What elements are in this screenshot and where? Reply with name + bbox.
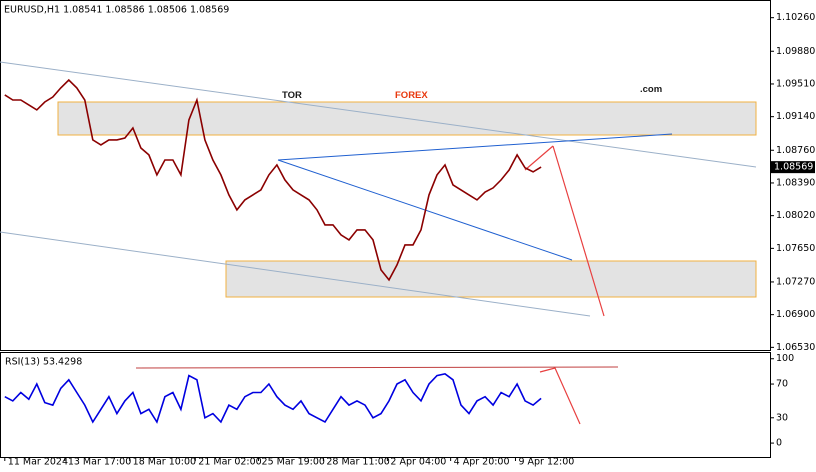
logo-part: FOREX	[395, 90, 428, 101]
x-tick-label: 9 Apr 12:00	[518, 457, 574, 468]
logo-part: .com	[640, 84, 662, 95]
logo-part: TOR	[282, 90, 302, 101]
y-tick-label: 70	[776, 379, 788, 390]
y-tick-label: 1.10260	[776, 12, 815, 23]
price-frame	[0, 0, 771, 351]
x-tick-label: 18 Mar 10:00	[133, 457, 196, 468]
price-tag: 1.08569	[774, 162, 813, 173]
y-tick-label: 30	[776, 412, 788, 423]
y-tick-label: 1.07270	[776, 276, 815, 287]
rsi-frame	[0, 352, 771, 458]
y-tick-label: 1.08760	[776, 145, 815, 156]
channel-line	[0, 231, 591, 317]
x-tick-label: 4 Apr 20:00	[454, 457, 510, 468]
price-tag-bg	[771, 161, 815, 174]
forecast-arrow	[539, 367, 581, 425]
support-zone	[225, 260, 757, 298]
x-tick-label: 11 Mar 2024	[8, 457, 68, 468]
y-tick-label: 1.08020	[776, 210, 815, 221]
data-line	[4, 373, 542, 424]
x-tick-label: 25 Mar 19:00	[262, 457, 325, 468]
channel-line	[0, 61, 757, 168]
y-tick-label: 1.09140	[776, 111, 815, 122]
y-tick-label: 1.06900	[776, 309, 815, 320]
x-tick-label: 13 Mar 17:00	[68, 457, 131, 468]
chart-header: EURUSD,H1 1.08541 1.08586 1.08506 1.0856…	[4, 5, 229, 16]
y-tick-label: 1.09880	[776, 46, 815, 57]
y-tick-label: 1.07650	[776, 243, 815, 254]
y-tick-label: 1.06530	[776, 342, 815, 353]
y-tick-label: 1.08390	[776, 177, 815, 188]
rsi-level-line	[135, 366, 619, 369]
y-tick-label: 100	[776, 353, 794, 364]
rsi-header: RSI(13) 53.4298	[5, 357, 82, 368]
trend-line	[277, 133, 673, 161]
forecast-arrow	[524, 145, 605, 317]
x-tick-label: 21 Mar 02:00	[198, 457, 261, 468]
data-line	[4, 78, 542, 282]
y-tick-label: 1.09510	[776, 78, 815, 89]
y-tick-label: 0	[776, 438, 782, 449]
x-tick-label: 2 Apr 04:00	[390, 457, 446, 468]
x-tick-label: 28 Mar 11:00	[326, 457, 389, 468]
